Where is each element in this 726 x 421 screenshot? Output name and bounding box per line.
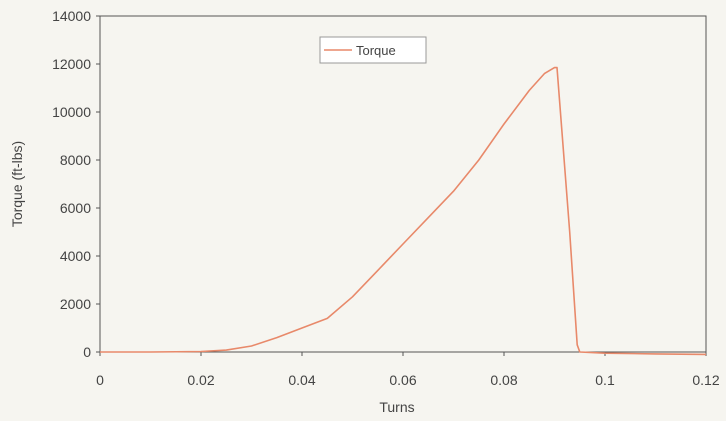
y-axis-ticks: 0 2000 4000 6000 8000 10000 12000 14000 — [52, 8, 100, 360]
y-tick-label: 14000 — [52, 8, 91, 24]
y-tick-label: 2000 — [60, 296, 91, 312]
x-tick-label: 0.1 — [595, 372, 615, 388]
y-tick-label: 12000 — [52, 56, 91, 72]
x-tick-label: 0.02 — [187, 372, 214, 388]
series-layer — [100, 66, 707, 356]
y-tick-label: 8000 — [60, 152, 91, 168]
plot-area-frame — [99, 15, 707, 353]
x-tick-label: 0.04 — [288, 372, 315, 388]
y-tick-label: 10000 — [52, 104, 91, 120]
x-axis-label: Turns — [379, 399, 414, 415]
series-line-torque — [100, 66, 707, 356]
legend: Torque — [319, 36, 427, 64]
y-tick-label: 4000 — [60, 248, 91, 264]
x-tick-label: 0.06 — [389, 372, 416, 388]
x-tick-label: 0.08 — [490, 372, 517, 388]
x-tick-label: 0.12 — [692, 372, 719, 388]
y-tick-label: 0 — [83, 344, 91, 360]
legend-label-torque: Torque — [356, 43, 396, 58]
x-axis-ticks: 0 0.02 0.04 0.06 0.08 0.1 0.12 — [96, 352, 720, 388]
y-axis-label: Torque (ft-lbs) — [9, 141, 25, 227]
y-tick-label: 6000 — [60, 200, 91, 216]
x-tick-label: 0 — [96, 372, 104, 388]
